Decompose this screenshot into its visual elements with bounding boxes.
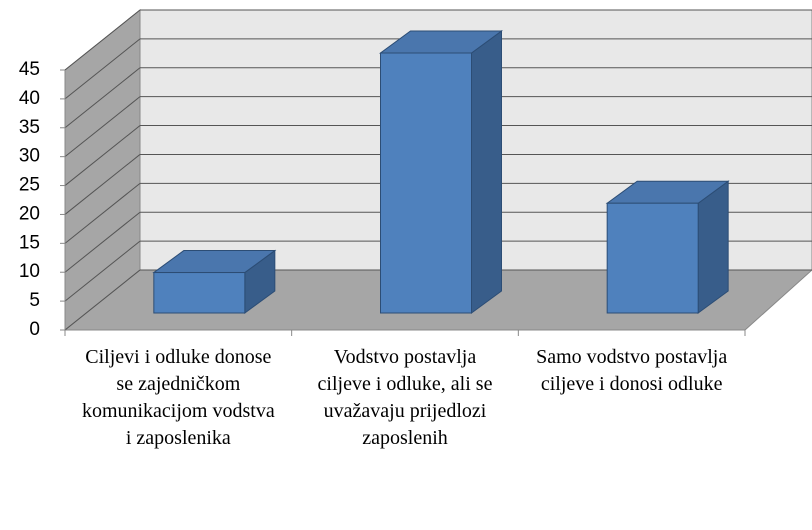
grid-line — [64, 67, 141, 129]
y-tick-label: 25 — [19, 175, 40, 196]
grid-line — [64, 96, 141, 158]
bar — [153, 272, 246, 314]
bar — [380, 52, 472, 314]
bar-side — [471, 30, 502, 314]
y-tick-label: 10 — [19, 261, 40, 282]
y-tick-label: 15 — [19, 232, 40, 253]
grid-line — [64, 125, 141, 186]
y-tick-label: 40 — [19, 88, 40, 109]
y-tick-label: 45 — [19, 59, 40, 80]
y-tick-label: 0 — [29, 319, 40, 340]
grid-line — [64, 38, 141, 100]
y-tick-label: 20 — [19, 203, 40, 224]
x-tick-label: Ciljevi i odluke donose se zajedničkom k… — [81, 346, 275, 449]
bar — [606, 202, 699, 314]
grid-line — [64, 154, 141, 215]
grid-line — [64, 182, 141, 244]
grid-line — [64, 269, 141, 331]
bar-side — [697, 180, 729, 314]
y-tick-label: 5 — [29, 290, 40, 311]
grid-line — [64, 9, 141, 71]
y-tick-label: 35 — [19, 117, 40, 138]
y-tick-label: 30 — [19, 146, 40, 167]
grid-line — [64, 211, 141, 273]
x-tick-label: Samo vodstvo postavlja ciljeve i donosi … — [536, 346, 728, 395]
grid-line — [64, 240, 141, 302]
x-tick-label: Vodstvo postavlja ciljeve i odluke, ali … — [317, 346, 493, 449]
